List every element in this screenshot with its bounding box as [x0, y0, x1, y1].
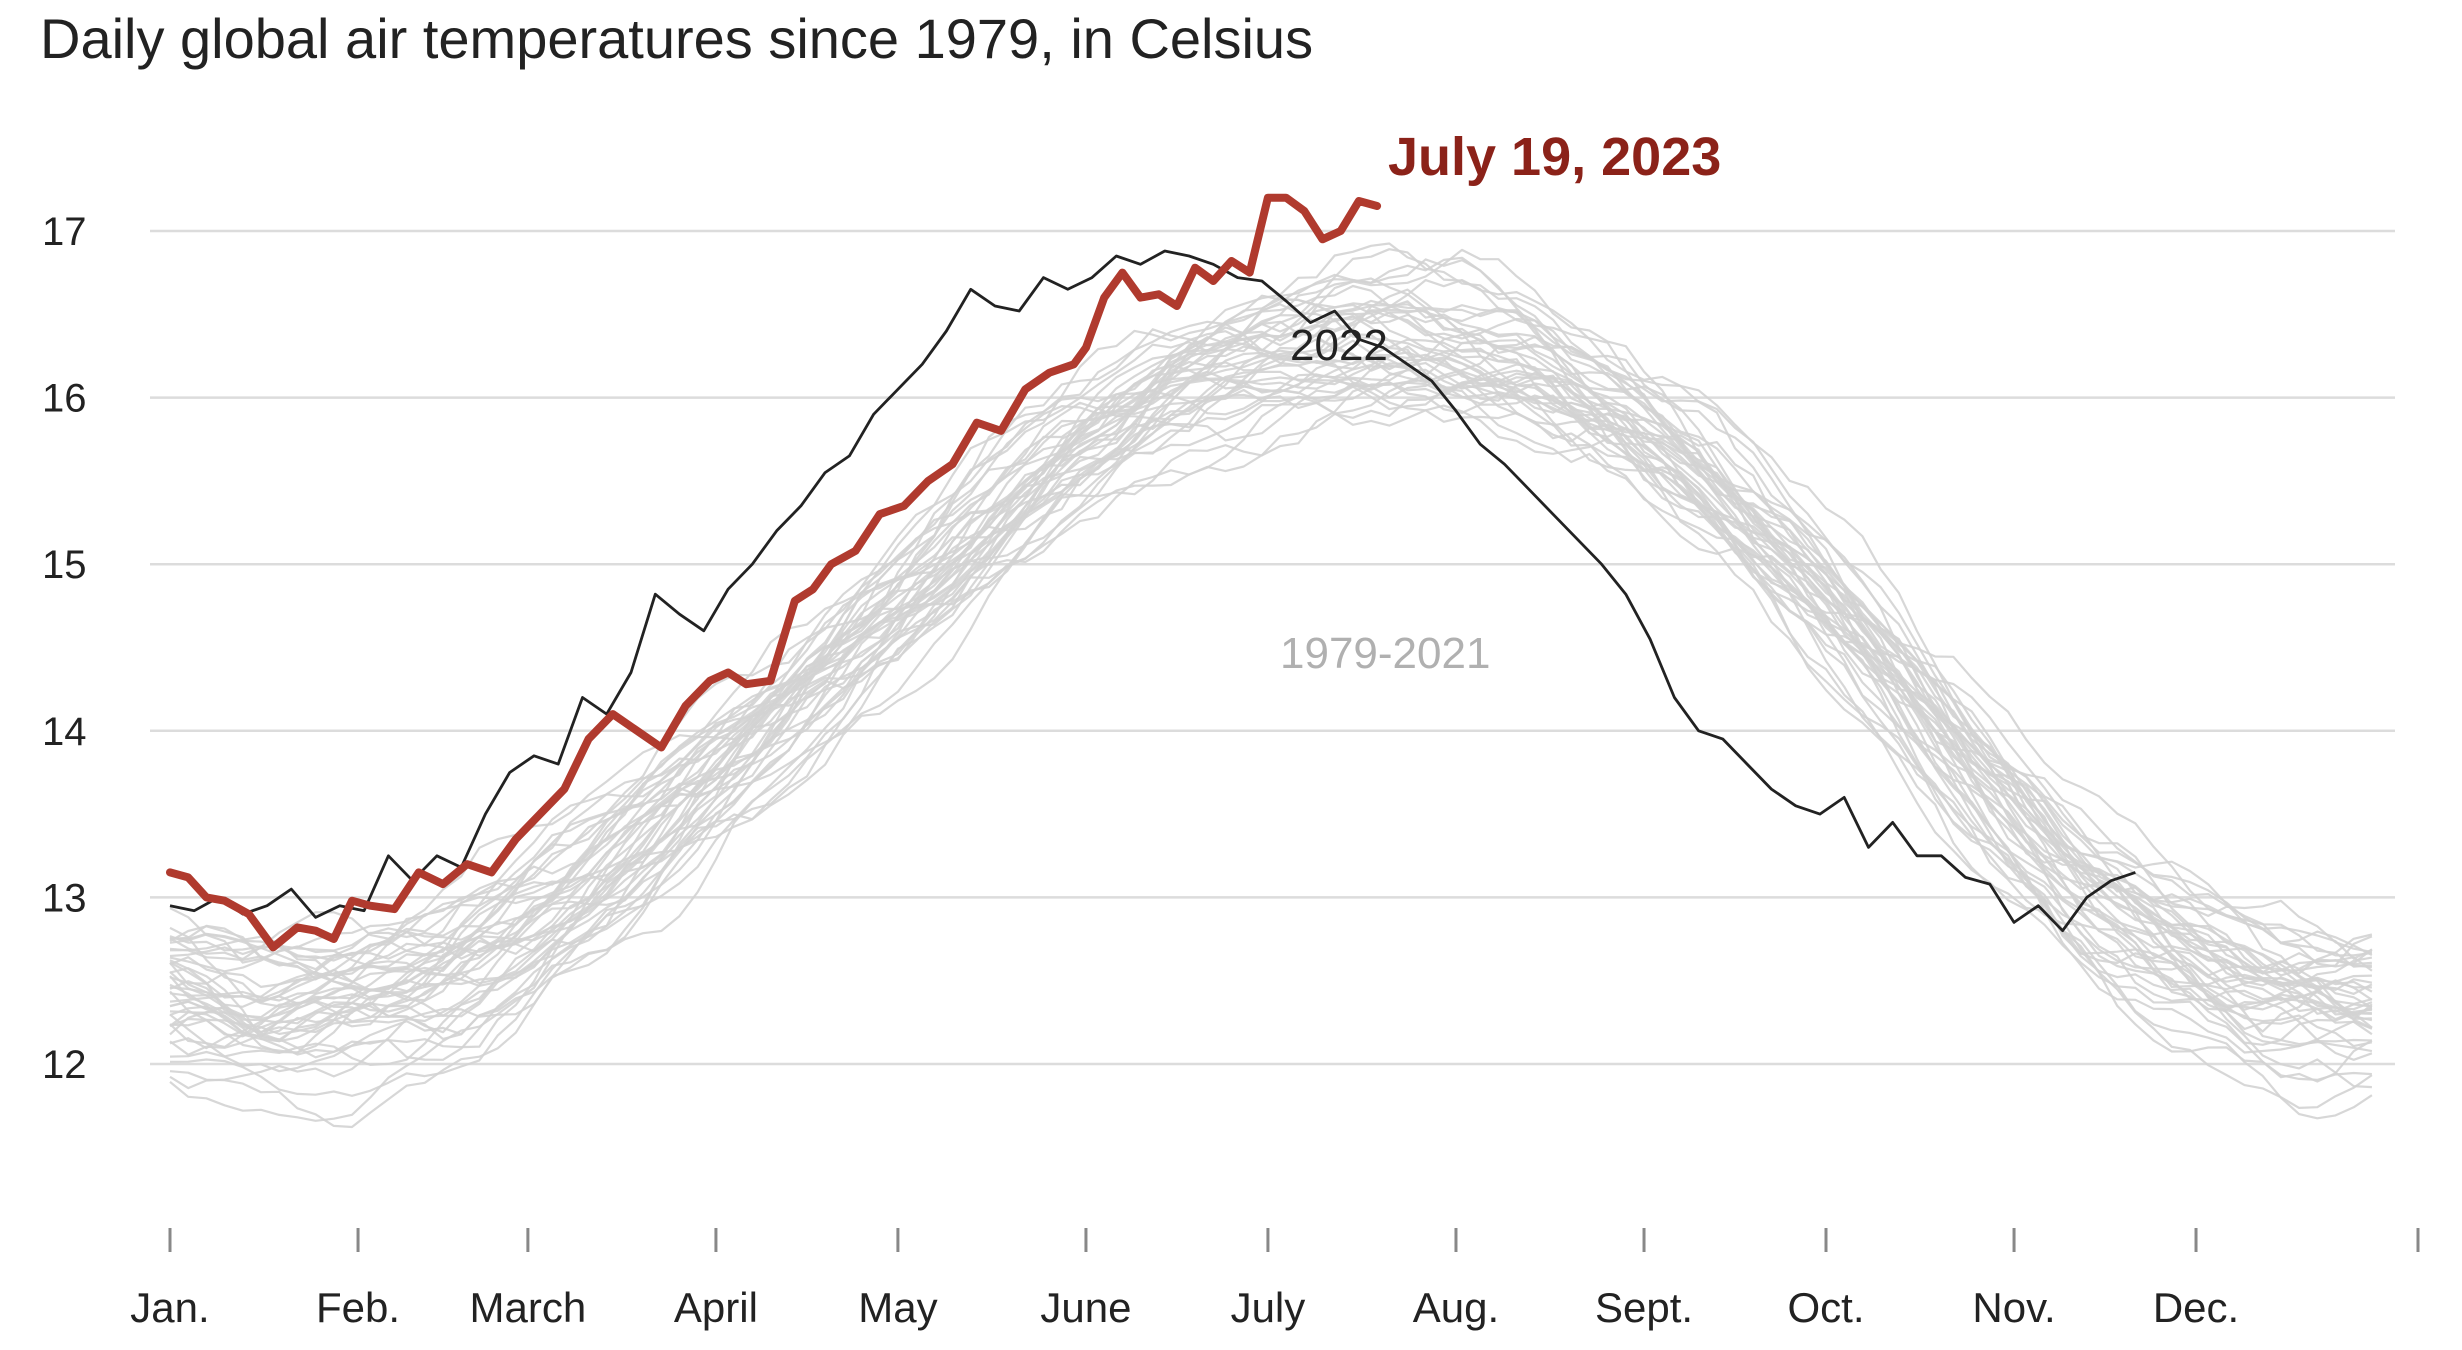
- historical-line-1995: [169, 315, 2373, 1036]
- historical-line-2001: [169, 339, 2373, 1009]
- historical-line-2018: [169, 248, 2373, 1034]
- historical-line-2021: [169, 256, 2372, 1008]
- historical-line-1991: [169, 373, 2373, 1029]
- historical-line-1988: [169, 395, 2373, 1015]
- historical-line-1993: [169, 320, 2373, 1067]
- x-tick-label-nov: Nov.: [1972, 1284, 2055, 1331]
- x-tick-label-dec: Dec.: [2153, 1284, 2239, 1331]
- grid-layer: 12 13 14 15 16 17: [42, 210, 2395, 1087]
- annotation-2022: 2022: [1290, 321, 1388, 370]
- historical-line-2011: [169, 304, 2373, 993]
- y-tick-label-12: 12: [42, 1043, 87, 1087]
- series-2023: [166, 193, 1382, 952]
- x-tick-label-june: June: [1040, 1284, 1131, 1331]
- historical-line-1999: [169, 277, 2373, 1046]
- x-tick-label-sept: Sept.: [1595, 1284, 1693, 1331]
- x-tick-label-jan: Jan.: [130, 1284, 209, 1331]
- x-tick-label-march: March: [470, 1284, 587, 1331]
- x-tick-label-april: April: [674, 1284, 758, 1331]
- historical-line-2020: [169, 242, 2373, 972]
- x-tick-label-feb: Feb.: [316, 1284, 400, 1331]
- historical-line-2000: [169, 370, 2372, 1024]
- historical-line-1981: [169, 340, 2372, 1097]
- annotations: July 19, 2023 2022 1979-2021: [1280, 127, 1721, 678]
- series-2022: [169, 249, 2136, 933]
- y-tick-label-15: 15: [42, 543, 87, 587]
- line-2022: [169, 249, 2136, 933]
- annotation-2023: July 19, 2023: [1388, 127, 1721, 187]
- chart-title: Daily global air temperatures since 1979…: [40, 7, 1314, 70]
- x-tick-label-oct: Oct.: [1787, 1284, 1864, 1331]
- x-tick-label-aug: Aug.: [1413, 1284, 1499, 1331]
- annotation-1979-2021: 1979-2021: [1280, 629, 1490, 678]
- historical-line-2016: [169, 328, 2373, 964]
- historical-line-2012: [169, 303, 2372, 973]
- historical-line-1990: [169, 378, 2372, 1034]
- y-tick-label-17: 17: [42, 210, 87, 254]
- x-tick-label-may: May: [858, 1284, 937, 1331]
- x-axis: Jan. Feb. March April May June July Aug. Sept. Oc…: [130, 1228, 2420, 1331]
- y-tick-label-13: 13: [42, 876, 87, 920]
- historical-line-2017: [169, 248, 2373, 989]
- line-2023: [166, 193, 1382, 952]
- y-tick-label-16: 16: [42, 377, 87, 421]
- historical-line-2005: [169, 299, 2372, 1055]
- x-tick-label-july: July: [1231, 1284, 1306, 1331]
- historical-line-1994: [169, 284, 2373, 1041]
- historical-line-1996: [169, 303, 2373, 1043]
- y-tick-label-14: 14: [42, 710, 87, 754]
- historical-lines-1979-2021: [169, 242, 2373, 1129]
